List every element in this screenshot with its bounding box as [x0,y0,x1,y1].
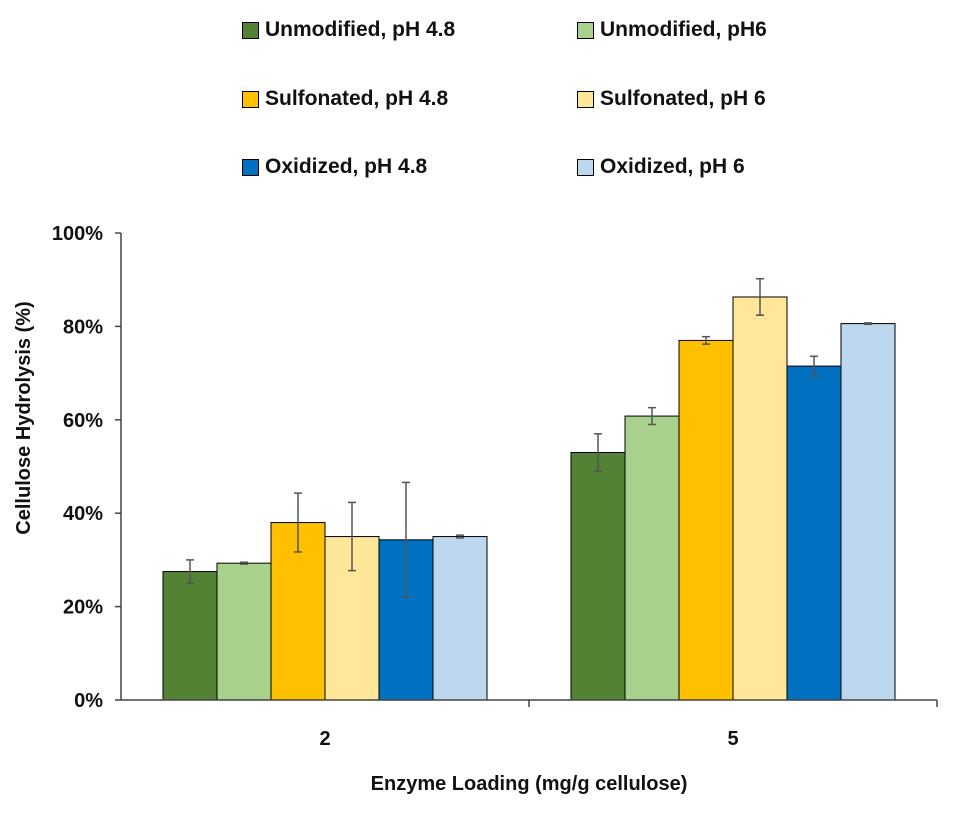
error-bar [294,492,302,553]
error-bar [702,335,710,345]
bar-unmodified-ph6-5 [624,415,680,701]
error-bar [648,406,656,426]
legend-label: Unmodified, pH6 [600,18,767,41]
error-bar [456,534,464,539]
legend-label: Oxidized, pH 6 [600,155,745,178]
x-tick-label: 5 [727,728,738,750]
chart-legend: Unmodified, pH 4.8 Unmodified, pH6 Sulfo… [0,0,957,200]
bar-oxidized-ph-6-5 [840,323,896,701]
bar-oxidized-ph-6-2 [432,536,488,701]
error-bars-layer [186,278,872,599]
legend-swatch [577,21,594,39]
error-bar [810,355,818,377]
legend-label: Unmodified, pH 4.8 [265,18,456,41]
y-tick-label: 80% [63,316,103,338]
legend-swatch [577,158,594,176]
bar-unmodified-ph-4-8-5 [570,451,626,701]
legend-label: Oxidized, pH 4.8 [265,155,428,178]
error-bar [186,559,194,584]
error-bar [864,322,872,326]
legend-label: Sulfonated, pH 6 [600,87,766,110]
bar-sulfonated-ph-4-8-5 [678,339,734,701]
legend-swatch [242,21,259,39]
error-bar [756,278,764,316]
error-bar [402,481,410,599]
legend-label: Sulfonated, pH 4.8 [265,87,449,110]
y-tick-label: 20% [63,597,103,619]
legend-swatch [242,158,259,176]
error-bar [240,561,248,565]
bar-unmodified-ph-4-8-2 [162,571,218,701]
legend-item-oxidized-ph6: Oxidized, pH 6 [577,152,745,182]
bar-unmodified-ph6-2 [216,562,272,701]
bar-oxidized-ph-4-8-5 [786,365,842,701]
y-tick-label: 40% [63,503,103,525]
legend-item-sulfonated-ph6: Sulfonated, pH 6 [577,84,766,114]
legend-item-unmodified-ph48: Unmodified, pH 4.8 [242,15,455,45]
y-tick-label: 60% [63,410,103,432]
y-tick-label: 100% [52,223,103,245]
y-axis-title: Cellulose Hydrolysis (%) [13,301,35,534]
error-bar [348,501,356,572]
bars-layer [162,296,896,701]
legend-item-unmodified-ph6: Unmodified, pH6 [577,15,767,45]
bar-sulfonated-ph-6-5 [732,296,788,701]
legend-item-sulfonated-ph48: Sulfonated, pH 4.8 [242,84,448,114]
y-ticks-layer: 0% 20% 40% 60% 80% 100% [52,223,121,712]
legend-swatch [242,90,259,108]
legend-swatch [577,90,594,108]
error-bar [594,433,602,472]
y-tick-label: 0% [74,690,103,712]
x-tick-label: 2 [319,728,330,750]
legend-item-oxidized-ph48: Oxidized, pH 4.8 [242,152,427,182]
x-axis-title: Enzyme Loading (mg/g cellulose) [371,773,688,795]
